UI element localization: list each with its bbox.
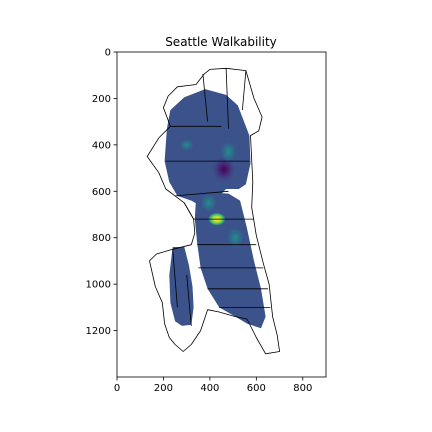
x-tick-label-0: 0 [114, 383, 120, 394]
y-tick-label-600: 600 [92, 187, 111, 198]
hotspot-4 [220, 141, 237, 163]
neighborhood-divider-14 [186, 274, 192, 326]
region-north-central [164, 89, 251, 210]
hotspot-6 [227, 227, 244, 249]
neighborhood-divider-1 [202, 74, 208, 122]
neighborhood-divider-3 [242, 70, 247, 111]
y-tick-label-1000: 1000 [86, 280, 111, 291]
x-tick-label-200: 200 [154, 383, 173, 394]
y-tick-label-200: 200 [92, 94, 111, 105]
walkability-hotspots [179, 139, 244, 249]
x-tick-label-800: 800 [293, 383, 312, 394]
chart-title: Seattle Walkability [165, 35, 277, 49]
hotspot-1 [211, 155, 237, 184]
x-axis: 0 200 400 600 800 [114, 377, 312, 394]
hotspot-5 [179, 139, 194, 151]
x-tick-label-600: 600 [247, 383, 266, 394]
plot-frame [116, 51, 327, 378]
plot-area [146, 67, 281, 355]
y-tick-label-0: 0 [105, 48, 111, 59]
neighborhood-divider-2 [225, 68, 229, 129]
neighborhood-divider-6 [175, 190, 229, 197]
hotspot-3 [200, 193, 217, 213]
walkability-regions [164, 89, 266, 329]
city-boundary [146, 67, 281, 355]
neighborhood-divider-12 [183, 202, 194, 220]
y-tick-label-1200: 1200 [86, 326, 111, 337]
y-tick-label-400: 400 [92, 140, 111, 151]
city-outline [146, 67, 281, 355]
x-tick-label-400: 400 [200, 383, 219, 394]
y-tick-label-800: 800 [92, 233, 111, 244]
neighborhood-divider-13 [172, 249, 178, 308]
region-downtown-south [194, 192, 266, 329]
y-axis: 0 200 400 600 800 1000 1200 [86, 48, 117, 337]
region-west-seattle [169, 247, 194, 326]
